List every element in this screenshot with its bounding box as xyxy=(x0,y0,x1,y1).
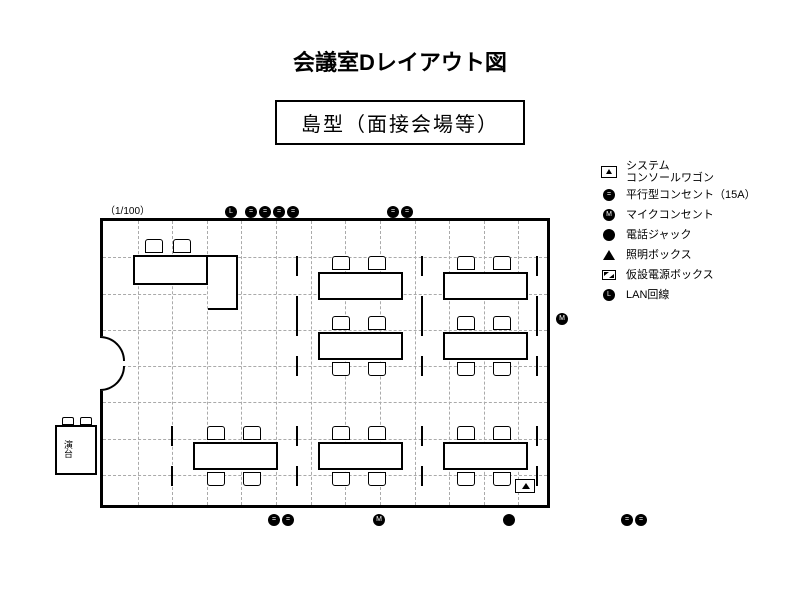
legend-outlet15a-label: 平行型コンセント（15A） xyxy=(626,186,756,204)
desk-cluster xyxy=(318,256,403,316)
wall-outlet: = xyxy=(282,514,294,526)
grid-line xyxy=(311,221,312,505)
desk-cluster xyxy=(443,426,528,486)
legend-phone-label: 電話ジャック xyxy=(626,226,691,244)
wall-outlet: M xyxy=(556,313,568,325)
legend-power-label: 仮設電源ボックス xyxy=(626,266,714,284)
side-table-label: 演台 xyxy=(62,440,75,458)
legend-lan: L LAN回線 xyxy=(600,286,756,304)
partition xyxy=(293,316,303,376)
partition xyxy=(533,316,543,376)
legend-lan-label: LAN回線 xyxy=(626,286,669,304)
desk-cluster xyxy=(193,426,278,486)
legend-console-label: システム コンソールワゴン xyxy=(626,160,714,184)
door-arc xyxy=(100,366,125,391)
desk-cluster xyxy=(318,316,403,376)
wall-outlet: = xyxy=(635,514,647,526)
desk-cluster xyxy=(318,426,403,486)
diagram-subtitle: 島型（面接会場等） xyxy=(275,100,525,145)
desk-cluster xyxy=(443,316,528,376)
legend-phone: 電話ジャック xyxy=(600,226,756,244)
wall-outlet: = xyxy=(387,206,399,218)
wall-outlet: = xyxy=(273,206,285,218)
legend: システム コンソールワゴン = 平行型コンセント（15A） M マイクコンセント… xyxy=(600,160,756,306)
grid-line xyxy=(103,402,547,403)
wall-outlet: = xyxy=(401,206,413,218)
partition xyxy=(418,316,428,376)
wall-outlet: = xyxy=(245,206,257,218)
grid-line xyxy=(415,221,416,505)
wall-outlet: L xyxy=(225,206,237,218)
room-outline: L========M==M xyxy=(100,218,550,508)
wall-outlet: = xyxy=(621,514,633,526)
partition xyxy=(418,426,428,486)
partition xyxy=(533,426,543,486)
corner-desk xyxy=(133,239,238,299)
partition xyxy=(168,426,178,486)
legend-mic-label: マイクコンセント xyxy=(626,206,714,224)
partition xyxy=(533,256,543,316)
power-box-icon xyxy=(602,270,616,280)
legend-outlet15a: = 平行型コンセント（15A） xyxy=(600,186,756,204)
legend-mic: M マイクコンセント xyxy=(600,206,756,224)
wall-outlet: = xyxy=(287,206,299,218)
console-wagon xyxy=(515,479,535,493)
legend-light-label: 照明ボックス xyxy=(626,246,692,264)
legend-power: 仮設電源ボックス xyxy=(600,266,756,284)
legend-console: システム コンソールワゴン xyxy=(600,160,756,184)
scale-label: （1/100） xyxy=(105,202,150,217)
door-arc xyxy=(100,336,125,361)
wall-outlet: M xyxy=(373,514,385,526)
wall-outlet: = xyxy=(268,514,280,526)
wall-outlet: = xyxy=(259,206,271,218)
partition xyxy=(293,256,303,316)
triangle-icon xyxy=(603,250,615,260)
legend-light: 照明ボックス xyxy=(600,246,756,264)
diagram-title: 会議室Dレイアウト図 xyxy=(0,45,800,77)
desk-cluster xyxy=(443,256,528,316)
partition xyxy=(293,426,303,486)
partition xyxy=(418,256,428,316)
wall-outlet xyxy=(503,514,515,526)
